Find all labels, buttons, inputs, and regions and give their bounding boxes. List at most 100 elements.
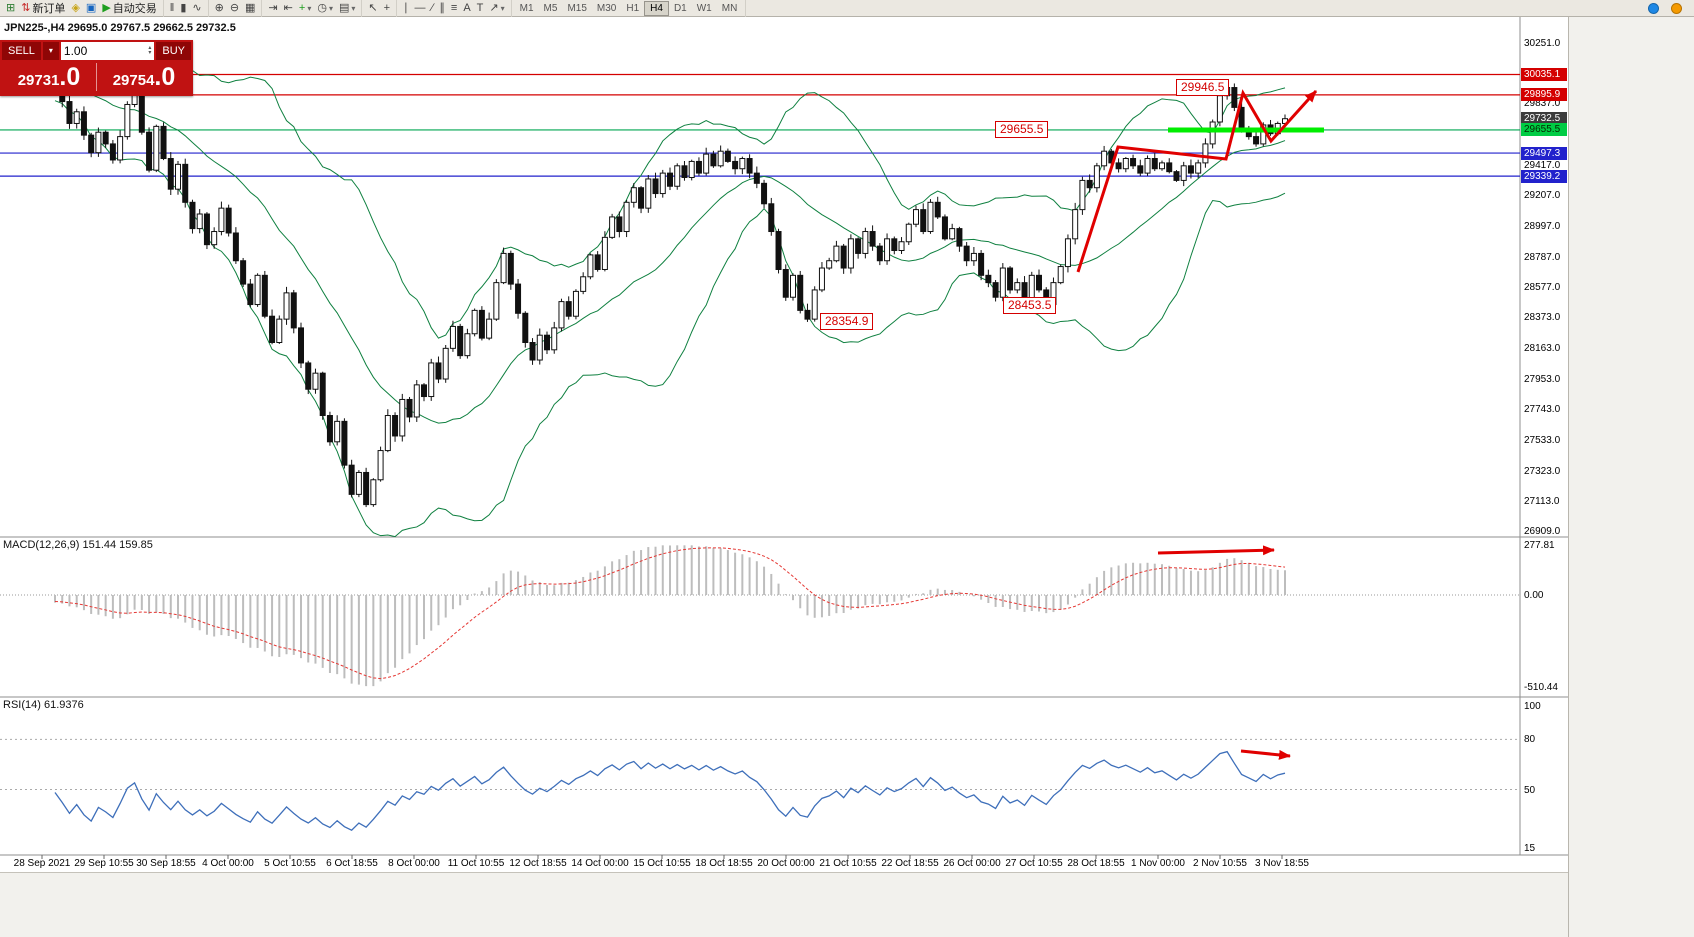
price-callout-29655.5[interactable]: 29655.5: [995, 121, 1049, 138]
equidistant-channel-button[interactable]: ∥: [436, 1, 448, 16]
macd-histogram: [54, 545, 1287, 687]
bar-chart-mode-button[interactable]: ‖: [167, 1, 178, 16]
periods-button[interactable]: ◷ ▾: [314, 1, 336, 16]
fibonacci-button[interactable]: ≡: [448, 1, 460, 16]
new-order-button[interactable]: ⇅ 新订单: [18, 1, 68, 16]
toolbar-group: ∣ ― ∕ ∥ ≡ A T ↗ ▾: [397, 0, 512, 17]
text-label-button[interactable]: T: [474, 1, 487, 16]
buy-button[interactable]: BUY: [156, 42, 191, 60]
price-tick-26909.0: 26909.0: [1524, 526, 1561, 538]
volume-input[interactable]: 1.00 ▴ ▾: [60, 42, 155, 60]
vertical-line-button[interactable]: ∣: [400, 1, 412, 16]
toolbar-group: ⇥ ⇤ + ▾ ◷ ▾ ▤ ▾: [262, 0, 363, 17]
equidistant-channel-icon: ∥: [439, 1, 445, 14]
community-icon[interactable]: [1671, 2, 1682, 14]
candlestick-series: [52, 81, 1289, 508]
chart-profiles-icon: ▣: [85, 1, 97, 14]
trade-controls-row: SELL ▾ 1.00 ▴ ▾ BUY: [2, 42, 191, 60]
timeframe-d1-button[interactable]: D1: [673, 2, 687, 14]
price-tick-28373.0: 28373.0: [1524, 312, 1561, 324]
bar-chart-mode-icon: ‖: [169, 1, 175, 14]
indicators-button[interactable]: + ▾: [296, 1, 314, 16]
timeframe-m30-button[interactable]: M30: [596, 2, 617, 14]
trend-arrow[interactable]: [1076, 89, 1318, 273]
trade-prices-row: 29731.0 29754.0: [2, 60, 191, 94]
crosshair-button[interactable]: +: [381, 1, 393, 16]
new-chart-button[interactable]: ⊞: [3, 1, 18, 16]
toolbar-group: ⊞ ⇅ 新订单 ◈ ▣ ▶ 自动交易: [0, 0, 164, 17]
rsi-tick-15: 15: [1524, 843, 1536, 854]
horizontal-line-button[interactable]: ―: [412, 1, 429, 16]
workspace-background-bottom: [0, 872, 1568, 937]
level-lines[interactable]: [0, 73, 1520, 177]
search-icon[interactable]: [1648, 2, 1659, 14]
auto-trading-button[interactable]: ▶ 自动交易: [99, 1, 159, 16]
trendline-icon: ∕: [431, 1, 434, 14]
time-label: 6 Oct 18:55: [326, 858, 378, 869]
zoom-out-button[interactable]: ⊖: [227, 1, 242, 16]
price-callout-28354.9[interactable]: 28354.9: [820, 313, 874, 330]
price-tick-27743.0: 27743.0: [1524, 404, 1561, 416]
sell-price-frac: .0: [59, 62, 81, 91]
price-badge-30035.1: 30035.1: [1521, 68, 1567, 82]
indicators-icon: +: [298, 1, 306, 14]
chevron-down-icon: ▾: [351, 3, 356, 13]
timeframe-mn-button[interactable]: MN: [721, 2, 738, 14]
bollinger-bands: [54, 51, 1286, 538]
price-badge-29339.2: 29339.2: [1521, 169, 1567, 183]
timeframe-w1-button[interactable]: W1: [696, 2, 712, 14]
time-label: 26 Oct 00:00: [943, 858, 1001, 869]
toolbar-group: ⊕ ⊖ ▦: [209, 0, 263, 17]
price-tick-29207.0: 29207.0: [1524, 190, 1561, 202]
rsi-arrow[interactable]: [1240, 749, 1291, 760]
zoom-out-icon: ⊖: [229, 1, 240, 14]
time-label: 4 Oct 00:00: [202, 858, 254, 869]
price-badge-29497.3: 29497.3: [1521, 146, 1567, 160]
text-button[interactable]: A: [460, 1, 473, 16]
toolbar-group: ↖ +: [362, 0, 398, 17]
macd-arrow[interactable]: [1157, 545, 1275, 556]
horizontal-line-icon: ―: [414, 1, 426, 14]
timeframe-m15-button[interactable]: M15: [567, 2, 587, 14]
price-callout-28453.5[interactable]: 28453.5: [1003, 297, 1057, 314]
timeframe-m1-button[interactable]: M1: [519, 2, 534, 14]
periods-icon: ◷: [317, 1, 327, 14]
time-label: 29 Sep 10:55: [74, 858, 134, 869]
timeframe-m5-button[interactable]: M5: [543, 2, 558, 14]
arrows-tool-button[interactable]: ↗ ▾: [486, 1, 507, 16]
candle-chart-mode-button[interactable]: ▮: [177, 1, 189, 16]
crosshair-icon: +: [383, 1, 391, 14]
history-center-button[interactable]: ◈: [68, 1, 82, 16]
buy-price[interactable]: 29754.0: [97, 62, 191, 91]
rsi-tick-100: 100: [1524, 701, 1541, 712]
cursor-button[interactable]: ↖: [365, 1, 380, 16]
line-chart-mode-button[interactable]: ∿: [189, 1, 204, 16]
zoom-in-icon: ⊕: [214, 1, 224, 14]
price-badge-29895.9: 29895.9: [1521, 88, 1567, 102]
sell-price[interactable]: 29731.0: [2, 62, 96, 91]
macd-tick-0.00: 0.00: [1524, 590, 1544, 601]
history-center-icon: ◈: [71, 1, 80, 14]
cursor-icon: ↖: [368, 1, 378, 14]
volume-spinner[interactable]: ▴ ▾: [148, 45, 151, 56]
buy-price-frac: .0: [154, 62, 176, 91]
sell-button[interactable]: SELL: [2, 42, 41, 60]
chart-profiles-button[interactable]: ▣: [83, 1, 99, 16]
vertical-line-icon: ∣: [403, 1, 409, 14]
price-tick-27113.0: 27113.0: [1524, 496, 1560, 508]
price-tick-27323.0: 27323.0: [1524, 465, 1561, 477]
workspace-background: [1568, 17, 1694, 937]
price-callout-29946.5[interactable]: 29946.5: [1176, 79, 1230, 96]
tile-windows-button[interactable]: ▦: [242, 1, 258, 16]
timeframe-h4-button[interactable]: H4: [644, 0, 669, 16]
volume-preset-dropdown[interactable]: ▾: [42, 42, 59, 60]
rsi-indicator-label: RSI(14) 61.9376: [3, 699, 84, 711]
auto-scroll-button[interactable]: ⇥: [265, 1, 280, 16]
templates-button[interactable]: ▤ ▾: [336, 1, 358, 16]
time-label: 5 Oct 10:55: [264, 858, 316, 869]
chart-shift-button[interactable]: ⇤: [281, 1, 296, 16]
timeframe-h1-button[interactable]: H1: [626, 2, 640, 14]
zoom-in-button[interactable]: ⊕: [212, 1, 227, 16]
trendline-button[interactable]: ∕: [429, 1, 437, 16]
